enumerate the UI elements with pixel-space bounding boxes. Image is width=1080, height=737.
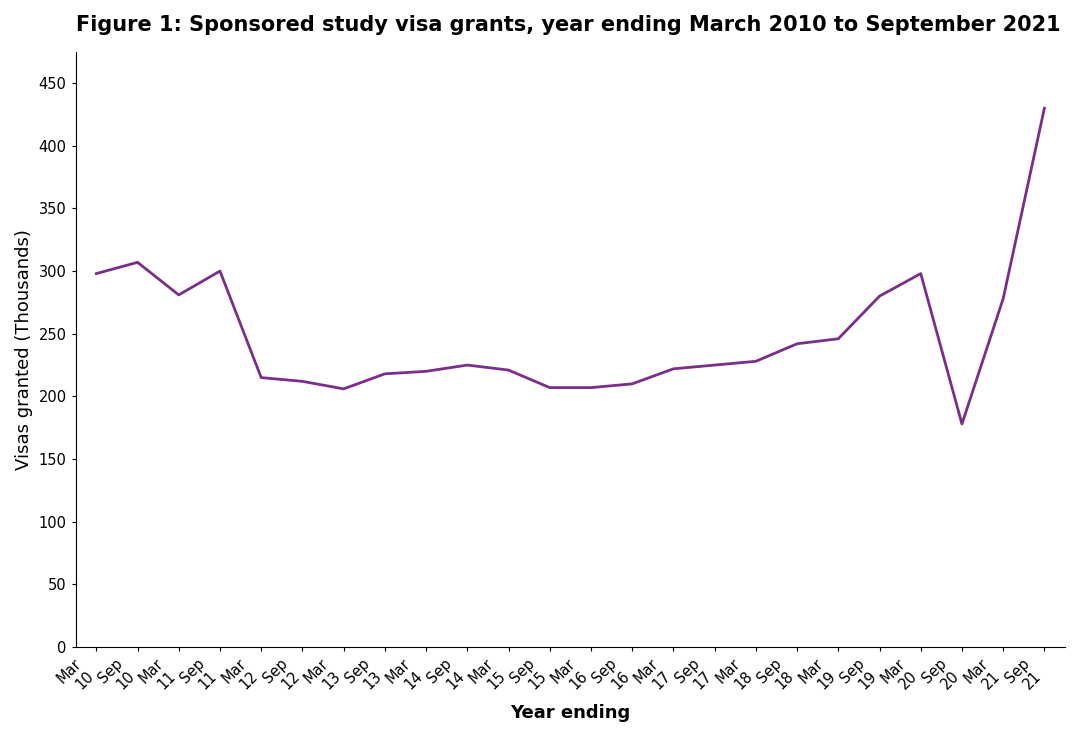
Text: Figure 1: Sponsored study visa grants, year ending March 2010 to September 2021: Figure 1: Sponsored study visa grants, y… (76, 15, 1061, 35)
Y-axis label: Visas granted (Thousands): Visas granted (Thousands) (15, 229, 33, 470)
X-axis label: Year ending: Year ending (510, 704, 631, 722)
